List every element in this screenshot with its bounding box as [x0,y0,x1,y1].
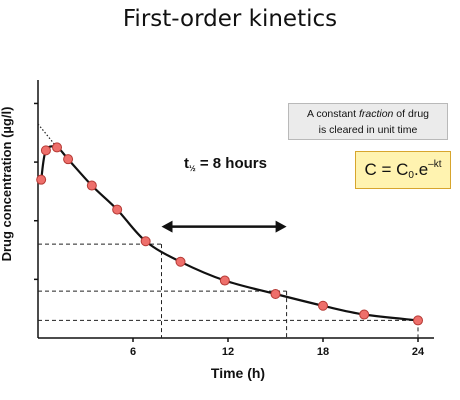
half-life-label: t½ = 8 hours [184,155,267,173]
data-point [318,300,328,311]
data-point [270,289,281,300]
data-point [63,154,74,165]
data-point [52,142,62,153]
arrow-head-left [161,220,173,233]
chart-title: First-order kinetics [122,6,338,32]
x-tick-label: 24 [412,346,425,358]
x-tick-label: 6 [130,346,136,358]
axes [37,80,434,339]
axis-ticks: 6 12 18 24 [34,102,425,358]
y-axis-label: Drug concentration (µg/l) [0,106,14,262]
data-point [359,309,370,320]
data-point [140,236,151,247]
data-point [175,256,186,267]
data-point [413,315,423,326]
formula-box: C = C0.e–kt [355,151,451,189]
x-tick-label: 18 [317,346,329,358]
x-axis-label: Time (h) [210,365,266,381]
half-life-guides [38,243,419,338]
extrapolation [37,123,58,148]
info-box: A constant fraction of drug is cleared i… [288,103,448,140]
info-line-1: A constant fraction of drug [307,108,429,120]
half-life-arrow [161,220,287,233]
data-point [36,174,47,185]
info-line-2: is cleared in unit time [318,124,418,136]
data-point [219,275,230,286]
arrow-head-right [275,220,287,233]
x-tick-label: 12 [222,346,234,358]
data-point [112,204,123,215]
data-point [40,145,51,156]
extrapolation-line [37,123,58,148]
data-points [36,142,423,326]
data-point [86,180,97,191]
